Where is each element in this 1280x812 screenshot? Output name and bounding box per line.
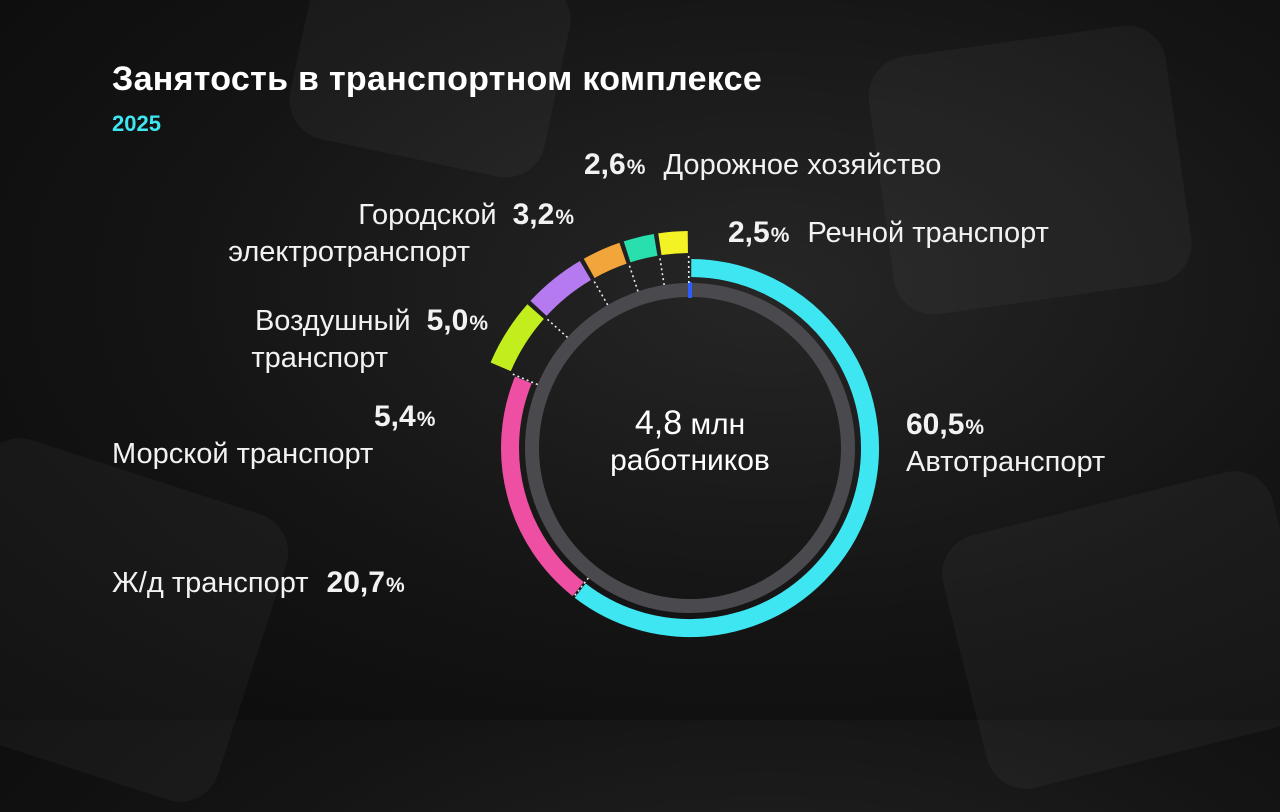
slice-river	[660, 242, 688, 244]
slice-divider	[629, 263, 638, 291]
value-label-rail: 20,7%	[327, 566, 405, 599]
label-sea: 5,4% Морской транспорт	[112, 400, 435, 471]
slice-divider	[659, 255, 664, 285]
slice-divider	[593, 279, 608, 305]
slice-air	[539, 271, 586, 309]
category-label-river: Речной транспорт	[807, 217, 1048, 249]
value-label-sea: 5,4%	[374, 400, 435, 433]
slice-sea	[501, 312, 536, 367]
slice-road	[627, 245, 656, 252]
category-label-auto: Автотранспорт	[906, 446, 1105, 478]
label-urban: Городской 3,2% электротранспорт	[228, 198, 574, 269]
category-label-sea: Морской транспорт	[112, 438, 373, 470]
value-label-auto: 60,5%	[906, 408, 984, 441]
slice-urban	[589, 253, 623, 268]
center-total: 4,8 млн работников	[560, 405, 820, 479]
category-label-air-2: транспорт	[251, 342, 388, 374]
category-label-urban-1: Городской	[358, 199, 496, 231]
value-label-river: 2,5%	[728, 216, 789, 249]
center-label: работников	[610, 444, 770, 477]
category-label-rail: Ж/д транспорт	[112, 567, 308, 599]
value-label-urban: 3,2%	[513, 198, 574, 231]
label-air: Воздушный 5,0% транспорт	[251, 304, 488, 375]
start-marker	[688, 282, 692, 298]
label-river: 2,5% Речной транспорт	[728, 216, 1049, 253]
label-auto: 60,5% Автотранспорт	[906, 408, 1105, 479]
label-road: 2,6% Дорожное хозяйство	[584, 148, 941, 185]
label-rail: Ж/д транспорт 20,7%	[112, 566, 405, 603]
category-label-air-1: Воздушный	[255, 305, 411, 337]
value-label-road: 2,6%	[584, 148, 645, 181]
value-label-air: 5,0%	[427, 304, 488, 337]
donut-chart	[0, 0, 1280, 720]
category-label-road: Дорожное хозяйство	[663, 149, 941, 181]
center-unit: млн	[690, 408, 745, 441]
slice-divider	[545, 317, 567, 337]
center-value: 4,8	[635, 404, 682, 442]
category-label-urban-2: электротранспорт	[228, 236, 470, 268]
